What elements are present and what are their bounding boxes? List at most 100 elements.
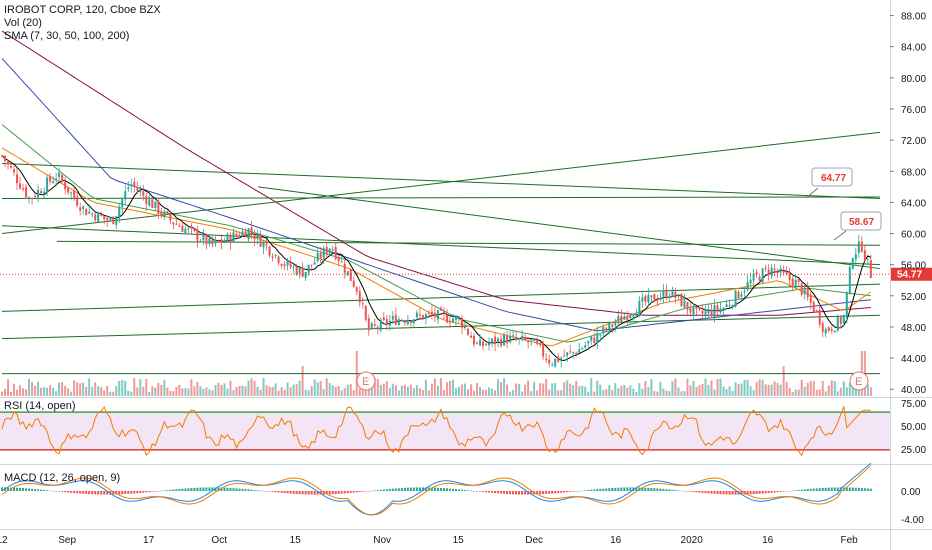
- macd-hist-bar: [346, 491, 349, 494]
- trendline[interactable]: [1, 283, 881, 312]
- macd-hist-bar: [397, 488, 400, 491]
- candle-body: [575, 352, 578, 355]
- sma100-line: [1, 58, 871, 332]
- macd-hist-bar: [689, 491, 692, 492]
- macd-hist-bar: [319, 491, 322, 495]
- earnings-marker[interactable]: E: [356, 371, 376, 391]
- macd-hist-bar: [193, 487, 196, 491]
- candle-body: [136, 188, 139, 191]
- candle-body: [196, 229, 199, 241]
- trendline[interactable]: [56, 240, 881, 246]
- time-axis[interactable]: 12 Sep 17 Oct 15 Nov 15 Dec 16 2020 16 Feb: [0, 535, 858, 546]
- macd-hist-bar: [205, 487, 208, 491]
- macd-hist-bar: [494, 491, 497, 494]
- volume-bar: [172, 391, 175, 396]
- macd-hist-bar: [7, 487, 10, 491]
- volume-bar: [620, 385, 623, 396]
- volume-bar: [328, 382, 331, 396]
- candle-body: [457, 317, 460, 319]
- candle-body: [145, 196, 148, 205]
- volume-bar: [791, 391, 794, 396]
- candle-body: [776, 271, 779, 273]
- trendline[interactable]: [258, 186, 881, 270]
- macd-hist-bar: [719, 491, 722, 495]
- candle-body: [746, 282, 749, 290]
- volume-bar: [812, 381, 815, 396]
- macd-hist-bar: [136, 491, 139, 494]
- macd-hist-bar: [334, 491, 337, 495]
- volume-bar: [584, 386, 587, 396]
- macd-hist-bar: [202, 487, 205, 491]
- macd-hist-bar: [752, 491, 755, 495]
- macd-hist-bar: [716, 491, 719, 495]
- candle-body: [857, 241, 860, 253]
- candle-body: [169, 214, 172, 221]
- callout-b[interactable]: 58.67: [833, 211, 882, 241]
- candle-body: [749, 279, 752, 284]
- volume-bar: [418, 388, 421, 396]
- volume-bar: [689, 385, 692, 396]
- macd-signal-line: [1, 465, 872, 516]
- volume-bar: [106, 385, 109, 396]
- volume-bar: [19, 385, 22, 396]
- macd-pane[interactable]: [0, 465, 890, 529]
- volume-bar: [743, 379, 746, 396]
- callout-a-value: 64.77: [821, 173, 846, 184]
- macd-hist-bar: [208, 487, 211, 491]
- trendline[interactable]: [1, 196, 881, 199]
- candle-body: [58, 172, 61, 177]
- trendlines[interactable]: [1, 131, 881, 375]
- callout-a[interactable]: 64.77: [805, 167, 853, 199]
- candle-body: [860, 241, 863, 252]
- volume-bar: [28, 378, 31, 396]
- trendline[interactable]: [1, 314, 881, 340]
- macd-hist-bar: [800, 489, 803, 491]
- candle-body: [316, 252, 319, 262]
- earnings-marker[interactable]: E: [849, 371, 869, 391]
- volume-bar: [665, 390, 668, 396]
- candle-body: [470, 335, 473, 338]
- volume-bar: [385, 381, 388, 396]
- price-tick-label: 88.00: [901, 12, 926, 23]
- trendline[interactable]: [1, 225, 881, 266]
- volume-bar: [421, 389, 424, 396]
- candle-body: [43, 191, 46, 194]
- candle-body: [292, 266, 295, 268]
- candle-body: [836, 316, 839, 331]
- volume-bar: [773, 381, 776, 396]
- macd-hist-bar: [76, 491, 79, 494]
- volume-bar: [286, 382, 289, 396]
- trendline[interactable]: [1, 162, 881, 199]
- volume-bar: [605, 389, 608, 396]
- price-axis[interactable]: 88.00 84.00 80.00 76.00 72.00 68.00 64.00 60.00…: [890, 12, 926, 397]
- macd-hist-bar: [22, 488, 25, 491]
- volume-bar: [602, 389, 605, 396]
- macd-hist-bar: [758, 491, 761, 494]
- macd-hist-bar: [824, 487, 827, 491]
- candle-body: [34, 196, 37, 198]
- macd-hist-bar: [662, 488, 665, 491]
- macd-hist-bar: [250, 489, 253, 491]
- volume-bar: [677, 387, 680, 396]
- macd-hist-bar: [569, 491, 572, 492]
- volume-bar: [527, 380, 530, 396]
- macd-hist-bar: [701, 491, 704, 493]
- candle-body: [509, 335, 512, 343]
- volume-bar: [247, 380, 250, 396]
- volume-bar: [34, 385, 37, 396]
- volume-bar: [316, 382, 319, 396]
- volume-bar: [274, 383, 277, 396]
- macd-hist-bar: [352, 491, 355, 493]
- candle-body: [656, 300, 659, 302]
- candle-body: [695, 306, 698, 309]
- candle-body: [451, 318, 454, 323]
- trendline[interactable]: [1, 131, 881, 235]
- volume-bar: [349, 383, 352, 396]
- volume-bar: [232, 390, 235, 396]
- candle-body: [184, 228, 187, 234]
- macd-hist-bar: [94, 491, 97, 495]
- candle-body: [806, 288, 809, 298]
- macd-hist-bar: [304, 491, 307, 495]
- macd-hist-bar: [190, 488, 193, 491]
